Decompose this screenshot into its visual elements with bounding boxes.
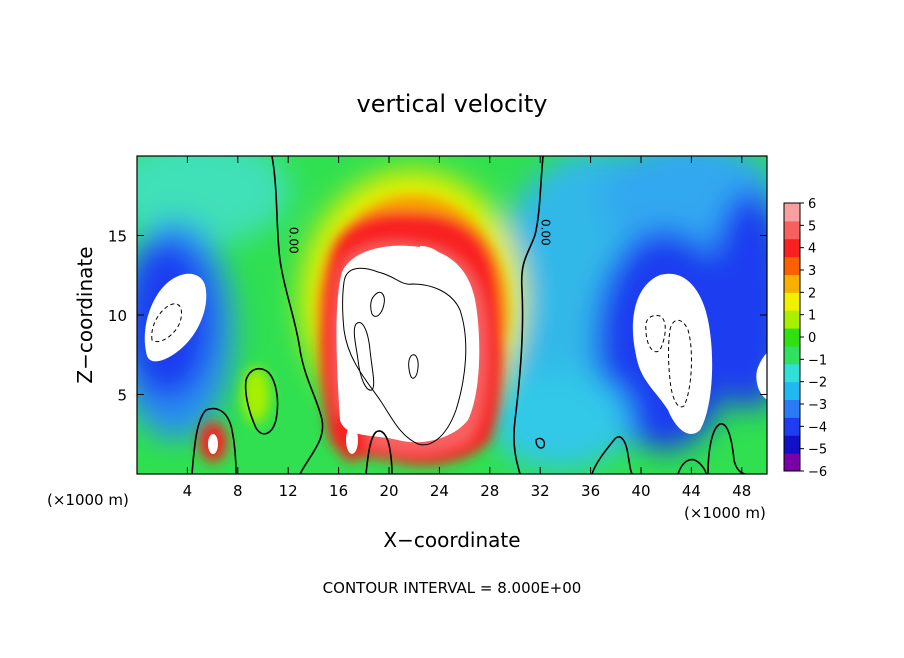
low-mid-white xyxy=(346,426,358,454)
colorbar-swatch xyxy=(784,310,800,329)
colorbar-tick-label: 5 xyxy=(808,219,816,234)
x-tick-label: 12 xyxy=(279,482,298,500)
updraft-core-white-top xyxy=(418,246,445,274)
zero-contour-left xyxy=(271,156,324,474)
contour-label: 0.00 xyxy=(287,227,301,254)
negative-contour-right-a xyxy=(645,315,666,353)
x-tick-label: 8 xyxy=(233,482,243,500)
y-tick-label: 5 xyxy=(117,387,127,405)
x-tick-label: 44 xyxy=(682,482,701,500)
colorbar-tick-label: 4 xyxy=(808,242,816,257)
x-tick-label: 40 xyxy=(631,482,650,500)
colorbar-tick-label: −5 xyxy=(808,443,827,458)
x-unit-right: (×1000 m) xyxy=(684,504,766,522)
y-axis-ticks: 5 10 15 xyxy=(108,228,767,405)
colorbar-swatch xyxy=(784,417,800,436)
colorbar-swatch xyxy=(784,381,800,401)
downdraft-edge-white xyxy=(756,352,767,400)
zero-contour-low-mid xyxy=(365,430,393,474)
x-tick-label: 4 xyxy=(183,482,193,500)
zero-contour-low-right2 xyxy=(677,458,707,474)
colorbar-swatch xyxy=(784,435,800,454)
colorbar-swatch xyxy=(784,274,800,293)
downdraft-right-white xyxy=(632,273,713,434)
positive-contour-outer xyxy=(342,267,467,446)
contour-label: 0.00 xyxy=(539,219,553,246)
cyan-region-bottom-mid xyxy=(490,370,630,470)
colorbar: 6 5 4 3 2 1 0 −1 −2 −3 −4 −5 −6 xyxy=(783,197,827,480)
colorbar-tick-label: −1 xyxy=(808,353,827,368)
y-tick-label: 10 xyxy=(108,307,127,325)
x-tick-label: 32 xyxy=(531,482,550,500)
negative-contour-left xyxy=(151,303,183,342)
colorbar-tick-label: 3 xyxy=(808,264,816,279)
x-unit-left: (×1000 m) xyxy=(47,491,129,509)
downdraft-left-white xyxy=(144,273,207,362)
colorbar-swatch xyxy=(784,238,800,258)
chart-title: vertical velocity xyxy=(357,90,548,118)
colorbar-tick-label: 6 xyxy=(808,197,816,212)
colorbar-tick-label: 2 xyxy=(808,286,816,301)
negative-contour-right-b xyxy=(668,319,692,408)
heatmap-field xyxy=(137,156,767,474)
colorbar-tick-label: −4 xyxy=(808,420,827,435)
zero-contour-low-left xyxy=(191,407,237,474)
positive-contour-inner-left xyxy=(353,322,375,391)
contour-interval-note: CONTOUR INTERVAL = 8.000E+00 xyxy=(323,579,582,597)
zero-contour-low-right3 xyxy=(707,423,747,474)
positive-contour-inner-center xyxy=(408,354,419,379)
colorbar-swatch xyxy=(784,256,800,275)
zero-contour-right xyxy=(513,156,544,474)
zero-contour-low-green xyxy=(244,367,279,435)
colorbar-swatch xyxy=(784,328,800,347)
colorbar-tick-label: 1 xyxy=(808,309,816,324)
colorbar-swatch xyxy=(784,220,800,240)
colorbar-tick-label: 0 xyxy=(808,331,816,346)
zero-contour-low-right xyxy=(591,436,633,474)
x-axis-label: X−coordinate xyxy=(383,528,520,552)
positive-contour-inner-top xyxy=(370,291,385,317)
colorbar-swatch xyxy=(784,203,800,222)
updraft-core-white xyxy=(336,245,480,443)
colorbar-tick-label: −3 xyxy=(808,398,827,413)
x-tick-label: 20 xyxy=(379,482,398,500)
colorbar-swatch xyxy=(784,363,800,383)
zero-contour-small-loop xyxy=(535,437,546,449)
x-tick-label: 24 xyxy=(430,482,449,500)
x-axis-ticks: 4 8 12 16 20 24 28 32 36 40 44 48 xyxy=(183,156,751,500)
colorbar-swatch xyxy=(784,453,800,472)
x-tick-label: 28 xyxy=(480,482,499,500)
colorbar-tick-label: −2 xyxy=(808,376,827,391)
colorbar-tick-label: −6 xyxy=(808,465,827,480)
x-tick-label: 16 xyxy=(329,482,348,500)
y-axis-label: Z−coordinate xyxy=(73,246,97,383)
y-tick-label: 15 xyxy=(108,228,127,246)
blue-region-right-edge xyxy=(710,190,767,410)
contour-labels: 0.00 0.00 xyxy=(287,219,553,254)
colorbar-swatch xyxy=(784,345,800,365)
x-tick-label: 36 xyxy=(581,482,600,500)
colorbar-swatch xyxy=(784,292,800,311)
low-left-white xyxy=(208,434,218,454)
colorbar-swatch xyxy=(784,399,800,418)
x-tick-label: 48 xyxy=(732,482,751,500)
